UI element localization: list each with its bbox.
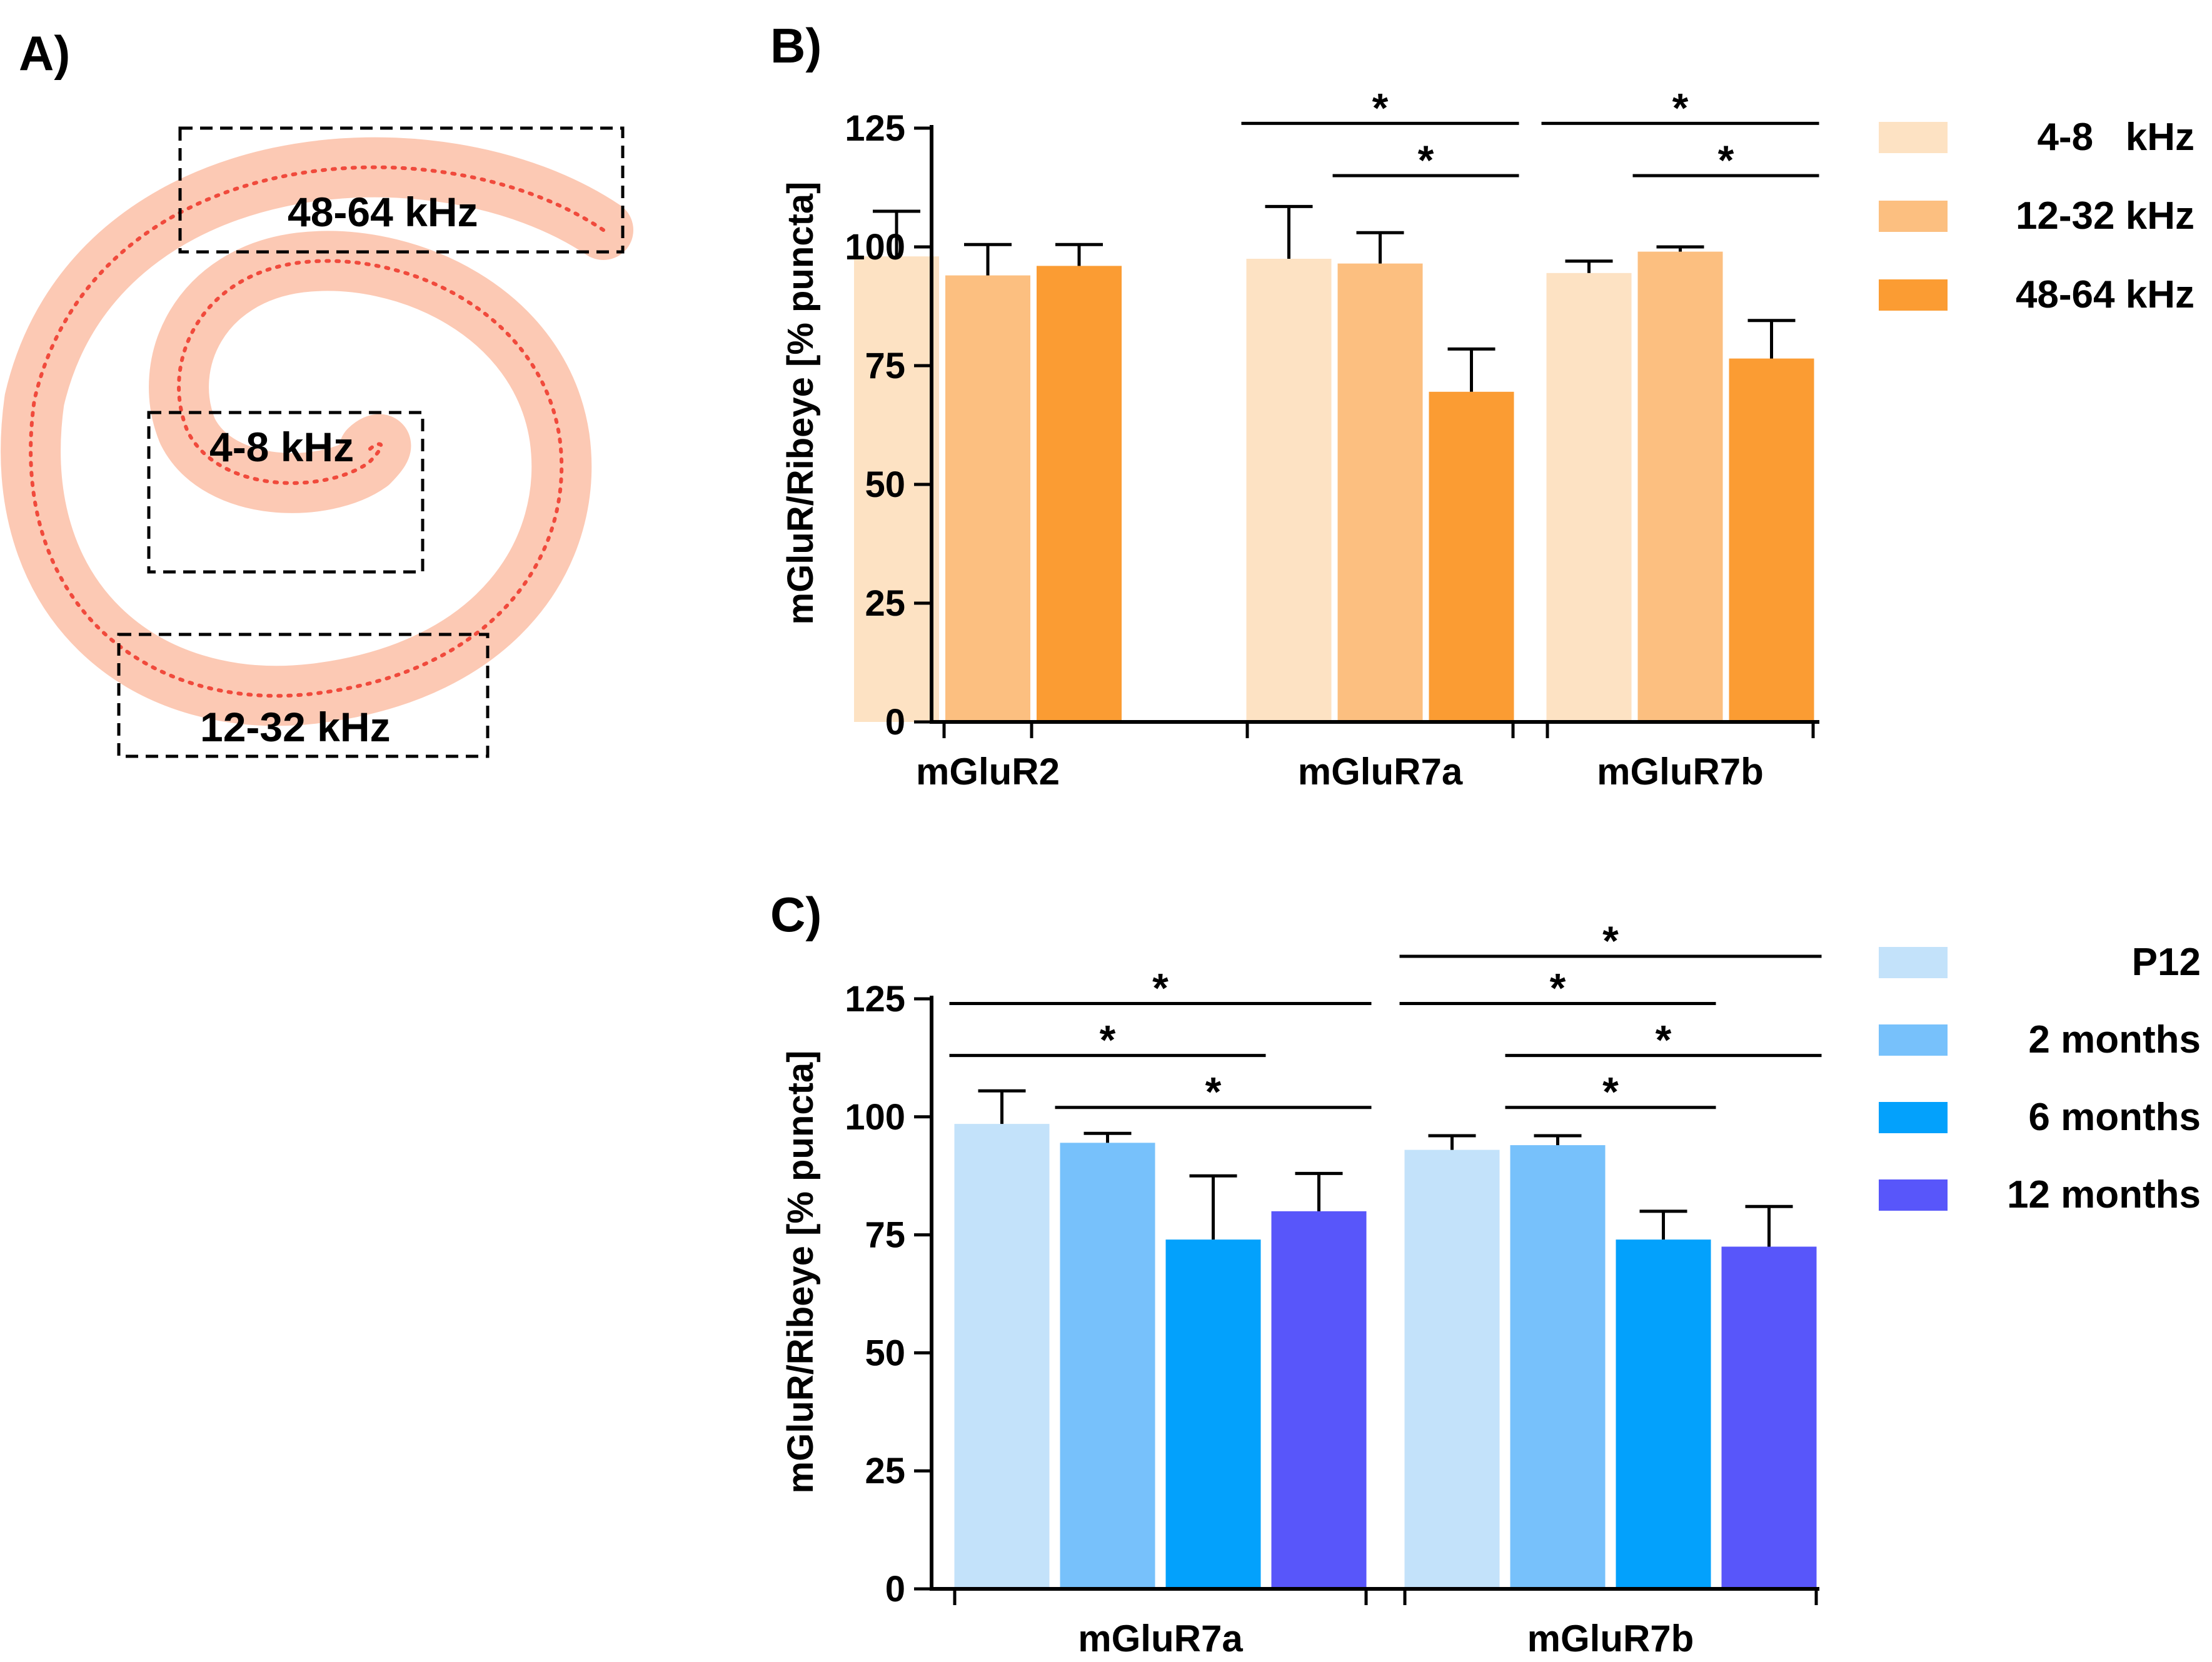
chart-b-legend-swatch-2 bbox=[1879, 279, 1948, 311]
chart-c-significance-star-2: * bbox=[1205, 1069, 1222, 1115]
chart-b-bar-mGluR7a-2 bbox=[1429, 391, 1514, 722]
chart-b-y-tick-label-125: 125 bbox=[845, 108, 905, 149]
region-box-high bbox=[178, 126, 625, 254]
region-label-low: 4-8 kHz bbox=[209, 424, 354, 470]
chart-b-bar-mGluR7b-0 bbox=[1546, 273, 1632, 722]
chart-b-legend: 4-8 kHz 12-32 kHz 48-64 kHz bbox=[1879, 116, 2194, 316]
chart-b-y-axis-title: mGluR/Ribeye [% puncta] bbox=[780, 182, 821, 625]
chart-b-significance: * * * * bbox=[1241, 84, 1819, 183]
chart-c-legend-label-2: 6 months bbox=[2028, 1096, 2201, 1139]
chart-b-axes: 0 25 50 75 100 125 mGluR2 mGluR7a mGluR7b bbox=[845, 108, 1819, 793]
chart-c-category-label-0: mGluR7a bbox=[1078, 1618, 1243, 1659]
chart-c-significance-star-1: * bbox=[1100, 1017, 1116, 1063]
chart-c-y-tick-label-125: 125 bbox=[845, 979, 905, 1019]
chart-b-significance-star-2: * bbox=[1672, 84, 1689, 131]
chart-b-significance-star-1: * bbox=[1418, 137, 1434, 183]
chart-b-bar-mGluR7b-1 bbox=[1637, 251, 1723, 723]
chart-b-significance-star-0: * bbox=[1372, 84, 1389, 131]
chart-b-legend-label-2: 48-64 kHz bbox=[2016, 273, 2194, 316]
chart-c-significance-star-0: * bbox=[1152, 965, 1169, 1011]
chart-b-bars bbox=[854, 251, 1814, 723]
chart-b-y-tick-label-100: 100 bbox=[845, 227, 905, 268]
chart-c-y-tick-label-75: 75 bbox=[865, 1215, 905, 1256]
chart-b-bar-mGluR7a-0 bbox=[1246, 259, 1332, 722]
region-box-low bbox=[147, 411, 425, 574]
chart-c: C) 0 25 50 75 100 125 mGluR7a mGluR7b * * * * * * * P… bbox=[770, 887, 2201, 1659]
chart-b-error-bars bbox=[873, 204, 1796, 392]
spiral-dotted-line bbox=[29, 165, 605, 698]
chart-c-error-bars bbox=[978, 1089, 1793, 1247]
chart-b-y-tick-label-25: 25 bbox=[865, 583, 905, 624]
chart-c-axes: 0 25 50 75 100 125 mGluR7a mGluR7b bbox=[845, 979, 1819, 1659]
chart-b-panel-label: B) bbox=[770, 18, 822, 73]
chart-c-bar-mGluR7b-0 bbox=[1404, 1149, 1500, 1589]
panel-a: A) 48-64 kHz 4-8 kHz 12-32 kHz bbox=[1, 26, 633, 758]
chart-c-bar-mGluR7a-1 bbox=[1060, 1143, 1155, 1589]
chart-c-y-axis-title: mGluR/Ribeye [% puncta] bbox=[780, 1051, 821, 1494]
chart-c-legend-swatch-0 bbox=[1879, 947, 1948, 978]
region-label-high: 48-64 kHz bbox=[288, 189, 478, 235]
chart-b-bar-mGluR2-1 bbox=[945, 275, 1030, 723]
chart-b-legend-swatch-0 bbox=[1879, 122, 1948, 153]
chart-b-legend-label-1: 12-32 kHz bbox=[2016, 194, 2194, 238]
chart-c-y-tick-label-25: 25 bbox=[865, 1451, 905, 1491]
chart-b-y-tick-label-75: 75 bbox=[865, 346, 905, 386]
region-label-mid: 12-32 kHz bbox=[200, 704, 391, 750]
chart-c-bars bbox=[954, 1124, 1817, 1589]
chart-c-y-tick-label-0: 0 bbox=[885, 1569, 905, 1609]
panel-a-label: A) bbox=[19, 26, 70, 81]
chart-c-bar-mGluR7b-2 bbox=[1616, 1239, 1711, 1589]
chart-c-significance-star-6: * bbox=[1602, 1069, 1619, 1115]
chart-c-y-tick-label-100: 100 bbox=[845, 1097, 905, 1138]
chart-c-category-label-1: mGluR7b bbox=[1527, 1618, 1694, 1659]
chart-b-legend-swatch-1 bbox=[1879, 201, 1948, 232]
chart-b-y-tick-label-50: 50 bbox=[865, 464, 905, 505]
chart-c-legend-label-3: 12 months bbox=[2007, 1173, 2201, 1216]
chart-b-bar-mGluR2-0 bbox=[854, 256, 939, 722]
chart-b-legend-label-0: 4-8 kHz bbox=[2037, 116, 2194, 159]
chart-c-bar-mGluR7a-3 bbox=[1271, 1211, 1367, 1589]
chart-c-bar-mGluR7a-0 bbox=[954, 1124, 1050, 1589]
region-box-mid bbox=[117, 633, 490, 758]
chart-b-category-label-0: mGluR2 bbox=[916, 751, 1060, 793]
chart-c-y-tick-label-50: 50 bbox=[865, 1333, 905, 1373]
chart-b-bar-mGluR2-2 bbox=[1037, 266, 1122, 722]
chart-c-legend-label-1: 2 months bbox=[2028, 1018, 2201, 1061]
chart-c-legend: P12 2 months 6 months 12 months bbox=[1879, 941, 2201, 1216]
chart-c-panel-label: C) bbox=[770, 887, 822, 942]
chart-c-bar-mGluR7b-3 bbox=[1721, 1246, 1817, 1589]
chart-c-bar-mGluR7a-2 bbox=[1165, 1239, 1261, 1589]
chart-c-legend-label-0: P12 bbox=[2132, 941, 2201, 984]
chart-b-category-label-1: mGluR7a bbox=[1298, 751, 1463, 793]
chart-b-y-tick-label-0: 0 bbox=[885, 702, 905, 743]
chart-c-significance-star-4: * bbox=[1550, 965, 1566, 1011]
chart-b-bar-mGluR7a-1 bbox=[1337, 263, 1423, 723]
chart-c-legend-swatch-1 bbox=[1879, 1024, 1948, 1056]
chart-c-legend-swatch-2 bbox=[1879, 1102, 1948, 1133]
chart-c-bar-mGluR7b-1 bbox=[1510, 1145, 1606, 1589]
chart-b-bar-mGluR7b-2 bbox=[1729, 358, 1814, 722]
chart-b-significance-star-3: * bbox=[1718, 137, 1734, 183]
chart-c-significance-star-5: * bbox=[1656, 1017, 1672, 1063]
chart-c-significance-star-3: * bbox=[1602, 918, 1619, 964]
chart-c-significance: * * * * * * * bbox=[949, 918, 1822, 1115]
chart-c-legend-swatch-3 bbox=[1879, 1179, 1948, 1211]
chart-b-category-label-2: mGluR7b bbox=[1597, 751, 1764, 793]
